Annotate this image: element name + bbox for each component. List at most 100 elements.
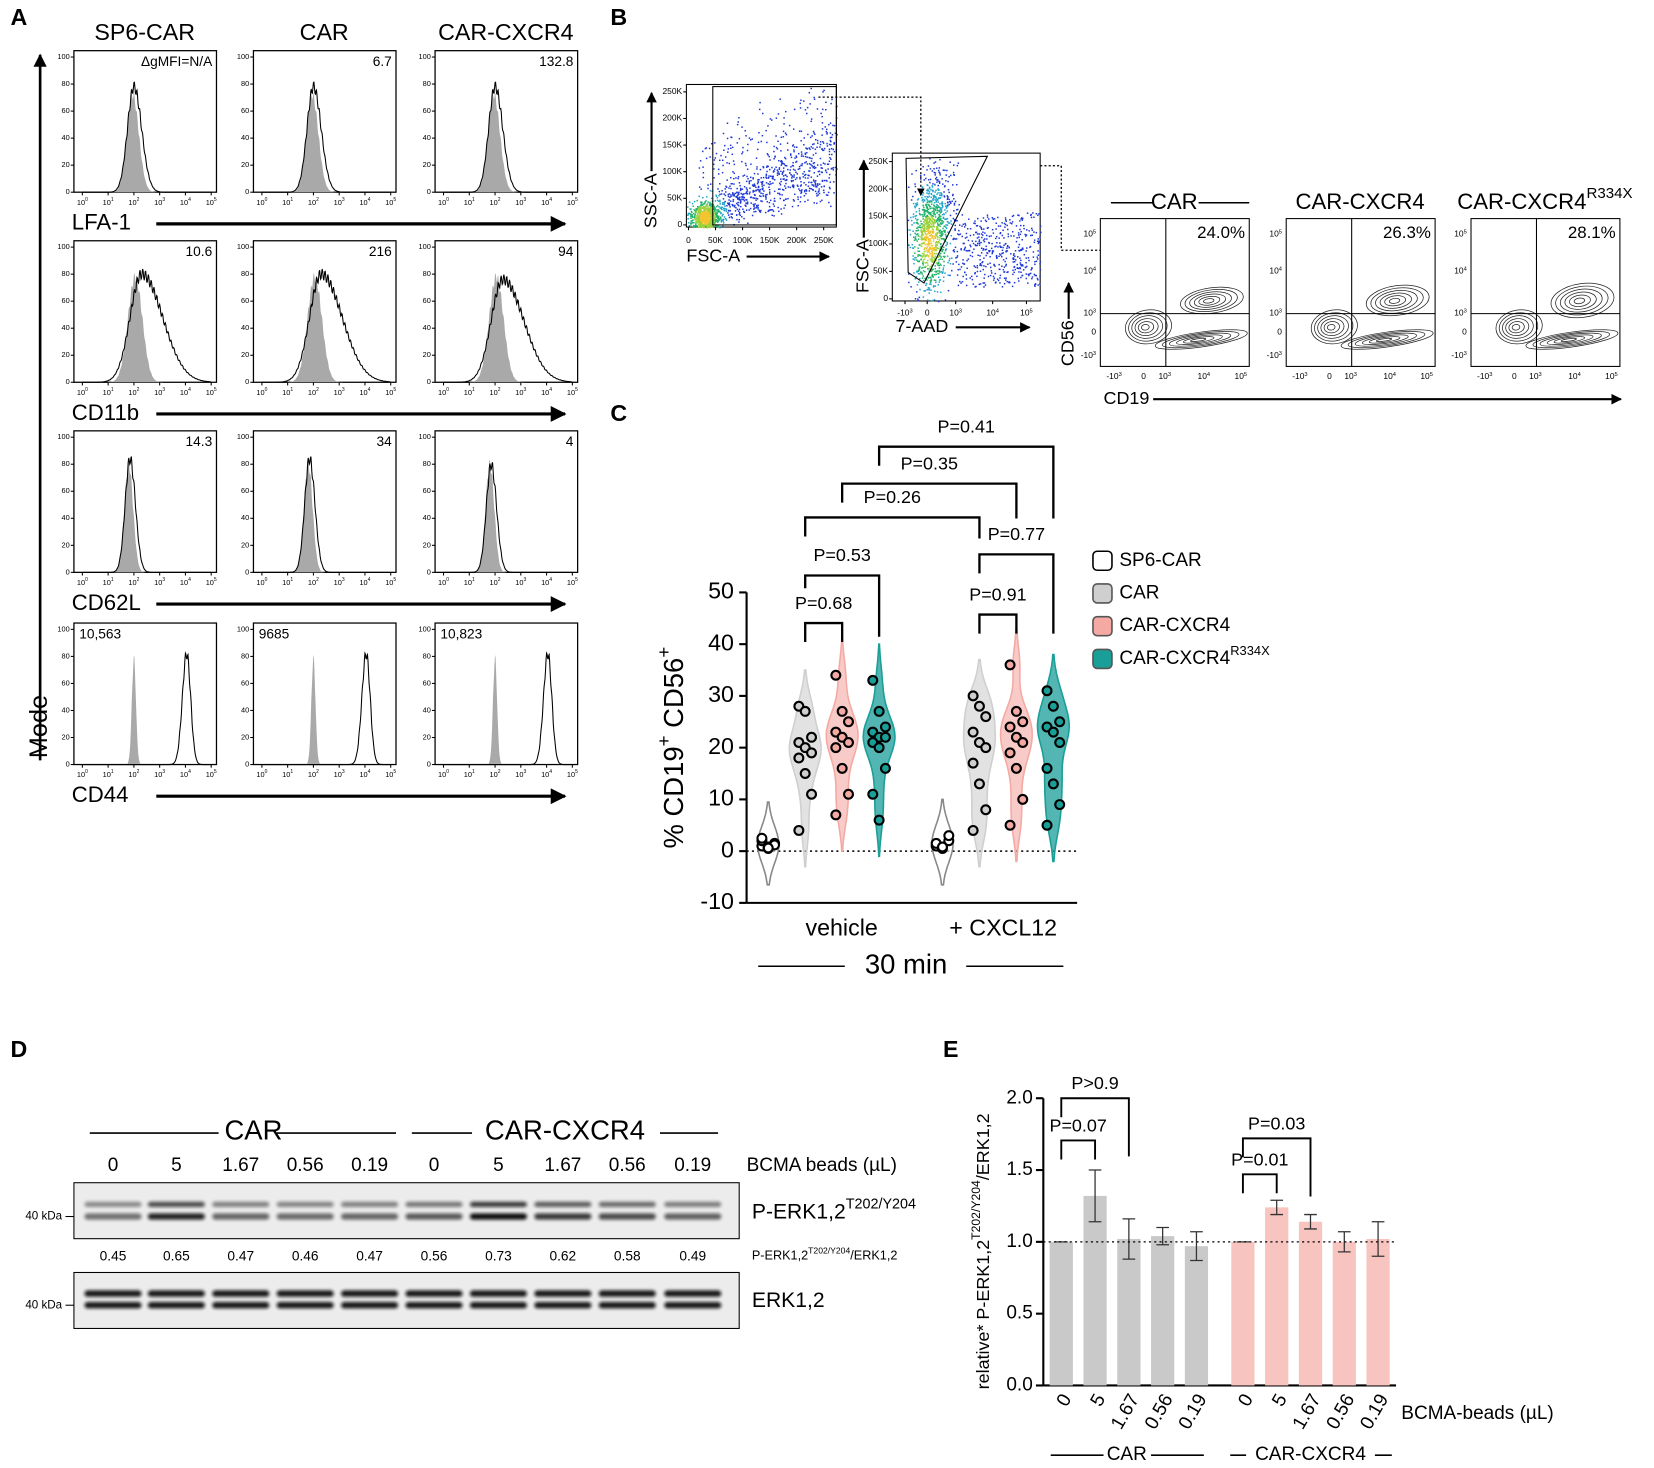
event-dot <box>936 198 938 200</box>
event-dot <box>688 212 690 215</box>
gmfi-value: 216 <box>369 244 392 259</box>
event-dot <box>916 291 918 293</box>
event-dot <box>727 193 729 196</box>
event-dot <box>948 203 951 206</box>
event-dot <box>820 112 822 115</box>
superscript: 4 <box>368 387 371 393</box>
comparison-bracket <box>840 482 1018 519</box>
event-dot <box>928 268 931 270</box>
event-dot <box>925 216 927 218</box>
event-dot <box>830 136 833 139</box>
event-dot <box>739 214 741 217</box>
event-dot <box>927 192 930 195</box>
event-dot <box>828 150 831 153</box>
event-dot <box>813 185 815 187</box>
lane-axis-label: BCMA beads (µL) <box>747 1155 897 1176</box>
event-dot <box>931 251 934 254</box>
event-dot <box>750 196 753 198</box>
event-dot <box>749 191 751 193</box>
event-dot <box>936 181 938 183</box>
event-dot <box>922 192 925 194</box>
event-dot <box>819 143 822 146</box>
event-dot <box>985 234 988 237</box>
event-dot <box>929 207 931 210</box>
event-dot <box>935 241 937 244</box>
event-dot <box>729 200 732 202</box>
event-dot <box>1002 229 1004 232</box>
x-tick-label: 103 <box>515 769 526 779</box>
band <box>276 1201 334 1208</box>
superscript: 3 <box>1304 372 1307 378</box>
event-dot <box>933 235 935 237</box>
x-tick-label: 100 <box>256 197 267 207</box>
event-dot <box>1001 252 1003 255</box>
y-tick-label: 0 <box>1091 327 1096 337</box>
event-dot <box>932 256 935 259</box>
event-dot <box>1020 249 1022 251</box>
event-dot <box>924 233 927 235</box>
event-dot <box>927 244 929 247</box>
event-dot <box>822 142 825 144</box>
event-dot <box>830 147 833 150</box>
event-dot <box>733 183 735 185</box>
event-dot <box>955 183 958 186</box>
event-dot <box>942 267 945 269</box>
event-dot <box>768 201 771 204</box>
event-dot <box>991 228 994 231</box>
superscript: 5 <box>575 577 578 583</box>
y-tick-label: 0 <box>66 377 70 386</box>
event-dot <box>1039 263 1041 265</box>
event-dot <box>707 201 709 203</box>
event-dot <box>1030 234 1032 237</box>
contour-line <box>1203 298 1215 304</box>
superscript: 5 <box>575 769 578 775</box>
event-dot <box>923 179 925 181</box>
superscript: 5 <box>214 769 217 775</box>
text-part: 10 <box>256 388 264 397</box>
x-tick-label: 104 <box>180 577 191 587</box>
event-dot <box>928 224 930 226</box>
event-dot <box>942 217 944 220</box>
text-part: 10 <box>77 388 85 397</box>
event-dot <box>725 191 727 193</box>
text-part: 10 <box>949 308 959 318</box>
event-dot <box>922 261 925 263</box>
event-dot <box>697 216 700 219</box>
event-dot <box>783 117 785 119</box>
event-dot <box>982 282 984 284</box>
event-dot <box>825 130 828 133</box>
event-dot <box>934 161 937 163</box>
event-dot <box>947 274 949 276</box>
event-dot <box>816 164 819 166</box>
event-dot <box>935 244 937 246</box>
event-dot <box>719 193 721 196</box>
event-dot <box>1000 255 1003 258</box>
event-dot <box>972 283 975 285</box>
event-dot <box>690 210 693 213</box>
text-part: 10 <box>541 388 549 397</box>
event-dot <box>812 184 814 186</box>
event-dot <box>732 192 734 194</box>
event-dot <box>793 200 795 202</box>
event-dot <box>913 239 916 241</box>
event-dot <box>929 232 931 234</box>
y-tick-label: -103 <box>1267 350 1282 360</box>
y-tick-label: 100 <box>57 432 69 441</box>
event-dot <box>1027 273 1030 276</box>
event-dot <box>980 226 982 229</box>
event-dot <box>804 177 807 179</box>
event-dot <box>937 264 939 267</box>
event-dot <box>983 228 985 230</box>
x-tick-label: 100 <box>438 769 449 779</box>
event-dot <box>773 168 776 170</box>
event-dot <box>971 251 974 254</box>
event-dot <box>929 248 931 250</box>
band <box>534 1290 592 1297</box>
event-dot <box>957 162 960 164</box>
event-dot <box>742 198 744 201</box>
event-dot <box>937 188 939 190</box>
event-dot <box>933 168 935 170</box>
event-dot <box>935 270 938 273</box>
superscript: 3 <box>1093 308 1096 314</box>
event-dot <box>939 212 942 214</box>
